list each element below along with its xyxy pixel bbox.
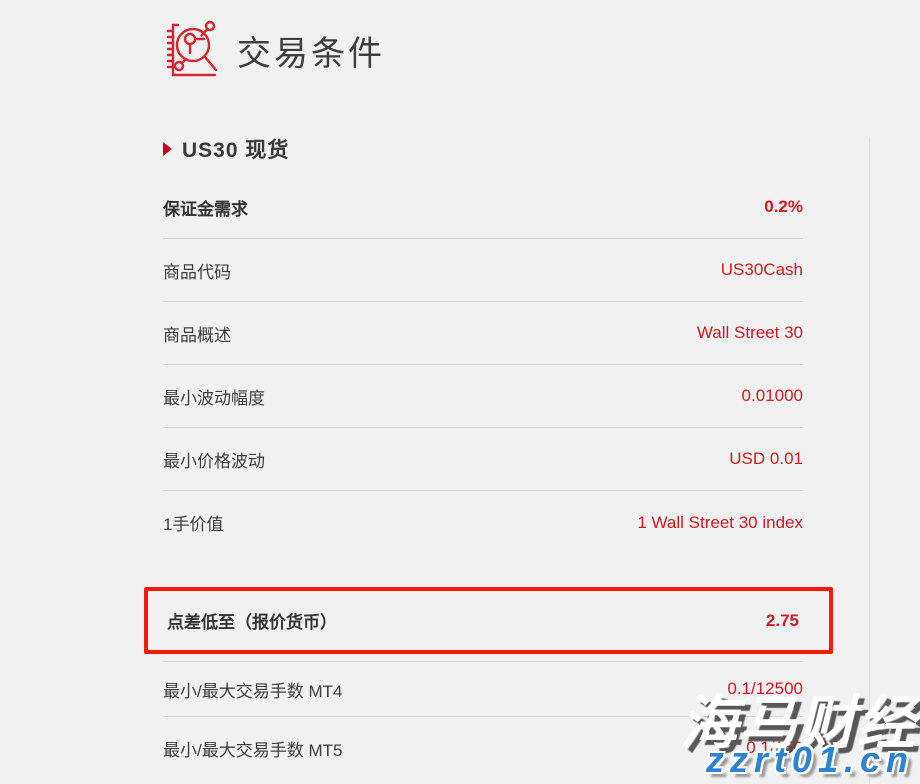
table-row-symbol-code: 商品代码 US30Cash [163,239,803,302]
row-value: USD 0.01 [729,449,803,468]
row-label: 商品代码 [163,262,231,282]
row-value: 0.2% [764,197,803,216]
chart-magnifier-icon [163,18,223,82]
table-row-margin-requirement: 保证金需求 0.2% [163,176,803,239]
row-value: 2.75 [765,610,799,630]
row-label: 保证金需求 [163,199,248,219]
page-title: 交易条件 [237,34,385,73]
row-label: 最小/最大交易手数 MT5 [163,740,343,760]
row-value: US30Cash [720,260,803,279]
row-value: Wall Street 30 [696,323,803,342]
row-value: 0.1/12500 [727,679,803,698]
row-label: 商品概述 [163,325,231,345]
row-value: 0.1/150 [746,738,803,757]
table-row-min-fluctuation: 最小波动幅度 0.01000 [163,365,803,428]
table-row-spread: 点差低至（报价货币） 2.75 [167,591,799,650]
triangle-right-icon [163,142,172,156]
table-row-lots-mt5: 最小/最大交易手数 MT5 0.1/150 [163,717,803,779]
trading-conditions-table: 保证金需求 0.2% 商品代码 US30Cash 商品概述 Wall Stree… [144,176,833,779]
row-label: 最小波动幅度 [163,388,265,408]
instrument-title: US30 现货 [182,139,290,162]
highlight-annotation-box: 点差低至（报价货币） 2.75 [144,587,833,654]
row-label: 1手价值 [163,515,224,534]
page-header: 交易条件 [163,18,803,82]
table-row-description: 商品概述 Wall Street 30 [163,302,803,365]
row-label: 最小/最大交易手数 MT4 [163,681,343,701]
row-label: 最小价格波动 [163,451,265,471]
row-value: 1 Wall Street 30 index [637,512,803,532]
row-label: 点差低至（报价货币） [167,613,337,632]
column-divider-line [869,137,870,784]
table-row-lots-mt4: 最小/最大交易手数 MT4 0.1/12500 [163,661,803,717]
table-row-lot-value: 1手价值 1 Wall Street 30 index [163,491,803,554]
table-row-min-price-move: 最小价格波动 USD 0.01 [163,428,803,491]
main-content: 交易条件 US30 现货 保证金需求 0.2% 商品代码 US30Cash 商品… [144,18,833,779]
row-value: 0.01000 [741,386,803,405]
watermark-domain: zzrt01.cn [705,739,914,780]
watermark-site-name: 海马财经 [679,691,916,756]
instrument-section-header[interactable]: US30 现货 [163,134,803,164]
